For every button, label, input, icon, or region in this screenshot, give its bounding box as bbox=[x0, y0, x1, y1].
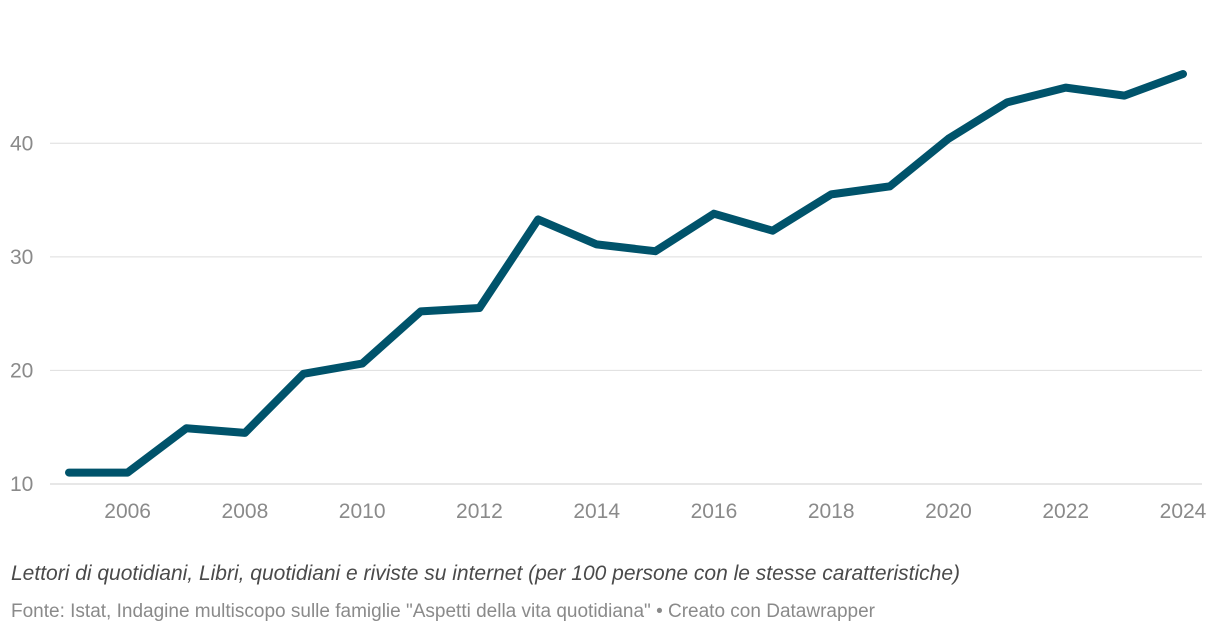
data-point[interactable] bbox=[593, 240, 601, 248]
data-point[interactable] bbox=[417, 307, 425, 315]
chart-caption: Lettori di quotidiani, Libri, quotidiani… bbox=[11, 562, 961, 585]
x-tick-label: 2012 bbox=[456, 500, 503, 523]
x-axis: 2006 2008 2010 2012 2014 2016 2018 2020 2022 2024 bbox=[104, 500, 1206, 523]
y-tick-label: 10 bbox=[10, 473, 33, 496]
data-point[interactable] bbox=[124, 469, 132, 477]
y-tick-label: 20 bbox=[10, 359, 33, 382]
y-tick-label: 40 bbox=[10, 132, 33, 155]
x-tick-label: 2014 bbox=[573, 500, 620, 523]
data-point[interactable] bbox=[710, 210, 718, 218]
data-point[interactable] bbox=[358, 360, 366, 368]
data-point[interactable] bbox=[1120, 92, 1128, 100]
data-point[interactable] bbox=[651, 247, 659, 255]
y-tick-label: 30 bbox=[10, 246, 33, 269]
data-point[interactable] bbox=[65, 469, 73, 477]
x-tick-label: 2022 bbox=[1042, 500, 1089, 523]
data-point[interactable] bbox=[475, 304, 483, 312]
data-point[interactable] bbox=[769, 227, 777, 235]
data-point[interactable] bbox=[300, 370, 308, 378]
data-point[interactable] bbox=[827, 190, 835, 198]
y-axis: 10 20 30 40 bbox=[10, 132, 33, 496]
data-point[interactable] bbox=[1003, 98, 1011, 106]
data-point[interactable] bbox=[1062, 84, 1070, 92]
x-tick-label: 2008 bbox=[222, 500, 269, 523]
series-line bbox=[65, 70, 1187, 477]
x-tick-label: 2010 bbox=[339, 500, 386, 523]
data-point[interactable] bbox=[886, 182, 894, 190]
x-tick-label: 2016 bbox=[691, 500, 738, 523]
data-point[interactable] bbox=[241, 429, 249, 437]
data-point[interactable] bbox=[1179, 70, 1187, 78]
data-point[interactable] bbox=[534, 215, 542, 223]
series bbox=[65, 70, 1187, 477]
x-tick-label: 2006 bbox=[104, 500, 151, 523]
grid bbox=[50, 142, 1202, 485]
data-point[interactable] bbox=[944, 135, 952, 143]
x-tick-label: 2024 bbox=[1160, 500, 1207, 523]
x-tick-label: 2018 bbox=[808, 500, 855, 523]
x-tick-label: 2020 bbox=[925, 500, 972, 523]
line-chart: 10 20 30 40 2006 2008 2010 2012 2014 2016 2018 202… bbox=[10, 70, 1207, 523]
data-point[interactable] bbox=[182, 424, 190, 432]
chart-source: Fonte: Istat, Indagine multiscopo sulle … bbox=[11, 601, 875, 622]
